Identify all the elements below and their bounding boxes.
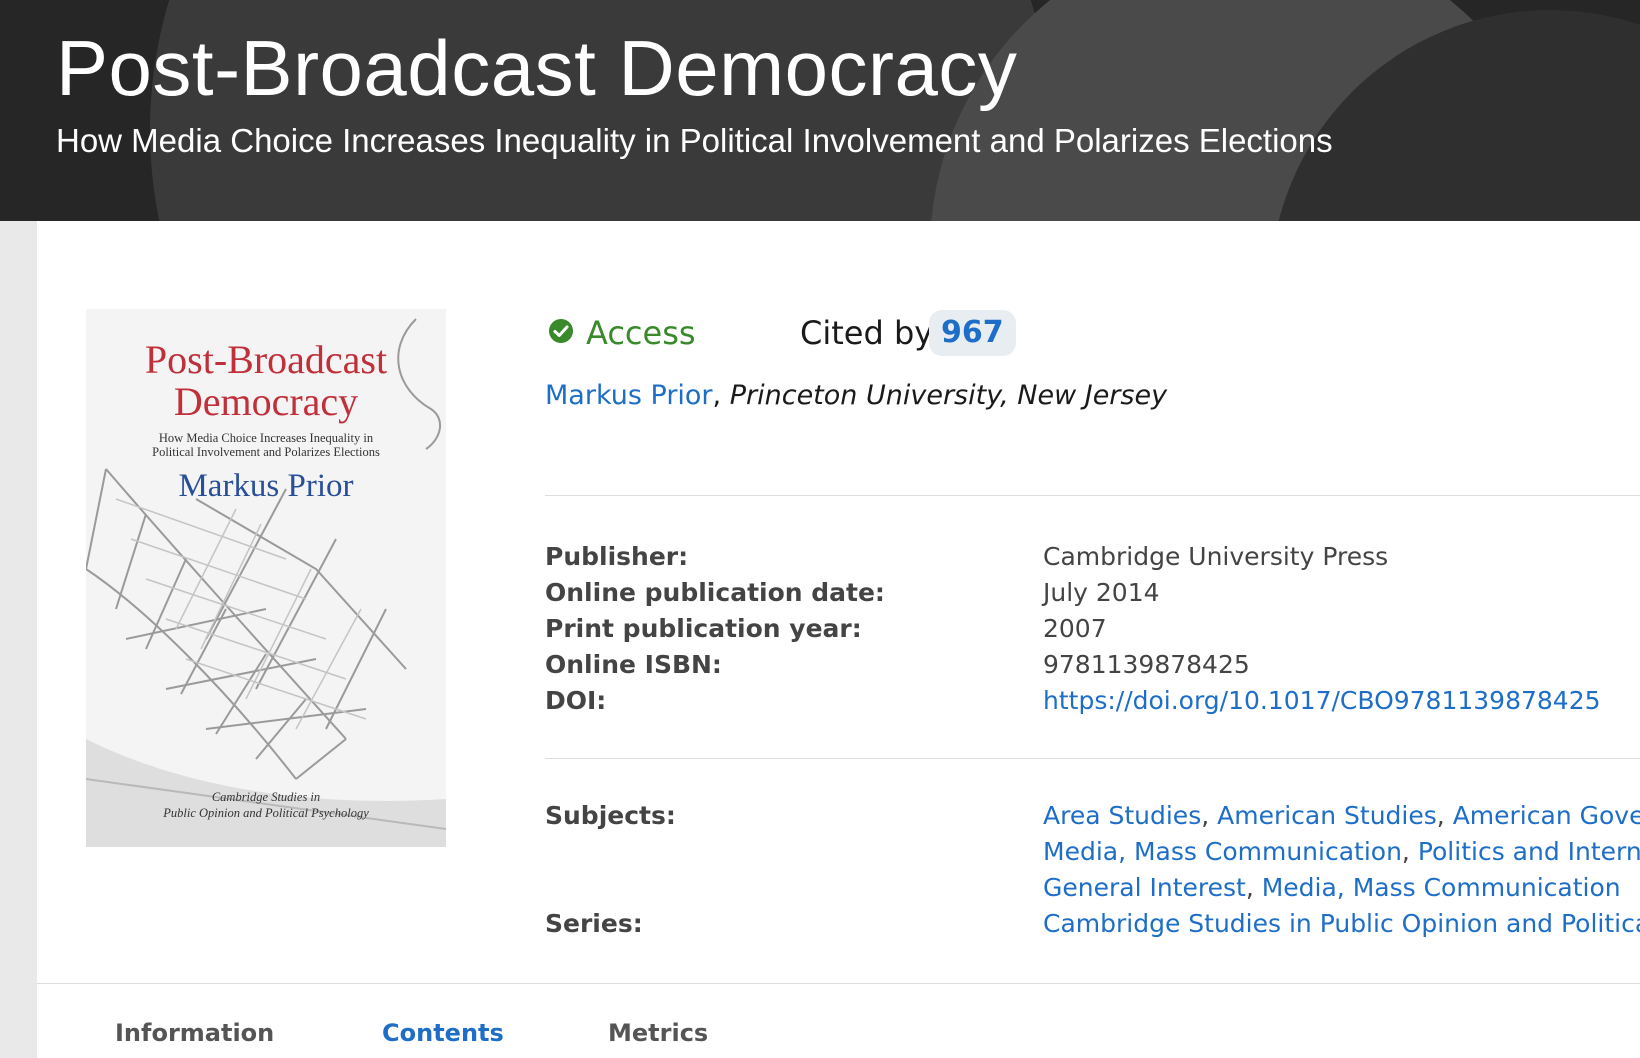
hero-banner: Post-Broadcast Democracy How Media Choic… (0, 0, 1640, 221)
online-date-value: July 2014 (1043, 578, 1160, 607)
subject-link[interactable]: Politics and International Relations (1417, 837, 1640, 866)
series-label: Series: (545, 909, 643, 938)
divider (545, 495, 1640, 496)
tab-contents[interactable]: Contents (382, 1019, 504, 1047)
cover-subtitle: How Media Choice Increases Inequality in… (152, 431, 380, 459)
author-affiliation: Princeton University, New Jersey (729, 380, 1168, 411)
page-subtitle: How Media Choice Increases Inequality in… (56, 122, 1333, 159)
author-line: Markus Prior, Princeton University, New … (545, 378, 1167, 414)
tabs-divider (37, 983, 1640, 984)
series-link[interactable]: Cambridge Studies in Public Opinion and … (1043, 909, 1640, 938)
cover-title: Post-Broadcast Democracy (144, 337, 388, 424)
cover-author: Markus Prior (178, 468, 354, 504)
publisher-value: Cambridge University Press (1043, 542, 1389, 571)
subjects-label: Subjects: (545, 801, 676, 830)
tab-metrics[interactable]: Metrics (608, 1019, 709, 1047)
isbn-label: Online ISBN: (545, 650, 722, 679)
online-date-label: Online publication date: (545, 578, 885, 607)
print-year-label: Print publication year: (545, 614, 862, 643)
antenna-illustration (86, 318, 446, 847)
author-separator: , (712, 380, 722, 411)
cited-by-count-link[interactable]: 967 (929, 310, 1016, 356)
access-status: Access (586, 314, 696, 352)
divider (545, 758, 1640, 759)
cited-by-label: Cited by (800, 314, 934, 352)
author-link[interactable]: Markus Prior (545, 380, 713, 411)
subject-link[interactable]: General Interest (1043, 873, 1246, 902)
subject-link[interactable]: Media, Mass Communication (1261, 873, 1621, 902)
publisher-label: Publisher: (545, 542, 689, 571)
book-cover-image: Post-Broadcast Democracy How Media Choic… (86, 309, 446, 847)
subjects-list: Area Studies, American Studies, American… (1043, 798, 1640, 906)
isbn-value: 9781139878425 (1043, 650, 1250, 679)
print-year-value: 2007 (1043, 614, 1107, 643)
page-title: Post-Broadcast Democracy (56, 24, 1018, 112)
doi-link[interactable]: https://doi.org/10.1017/CBO9781139878425 (1043, 686, 1601, 715)
subject-link[interactable]: Media, Mass Communication (1043, 837, 1402, 866)
cover-series: Cambridge Studies in Public Opinion and … (163, 790, 369, 820)
subject-link[interactable]: American Government (1452, 801, 1640, 830)
subject-link[interactable]: Area Studies (1043, 801, 1202, 830)
hero-decoration (150, 0, 1050, 221)
tab-information[interactable]: Information (115, 1019, 275, 1047)
check-circle-icon (549, 319, 573, 343)
subject-link[interactable]: American Studies (1217, 801, 1437, 830)
doi-label: DOI: (545, 686, 607, 715)
